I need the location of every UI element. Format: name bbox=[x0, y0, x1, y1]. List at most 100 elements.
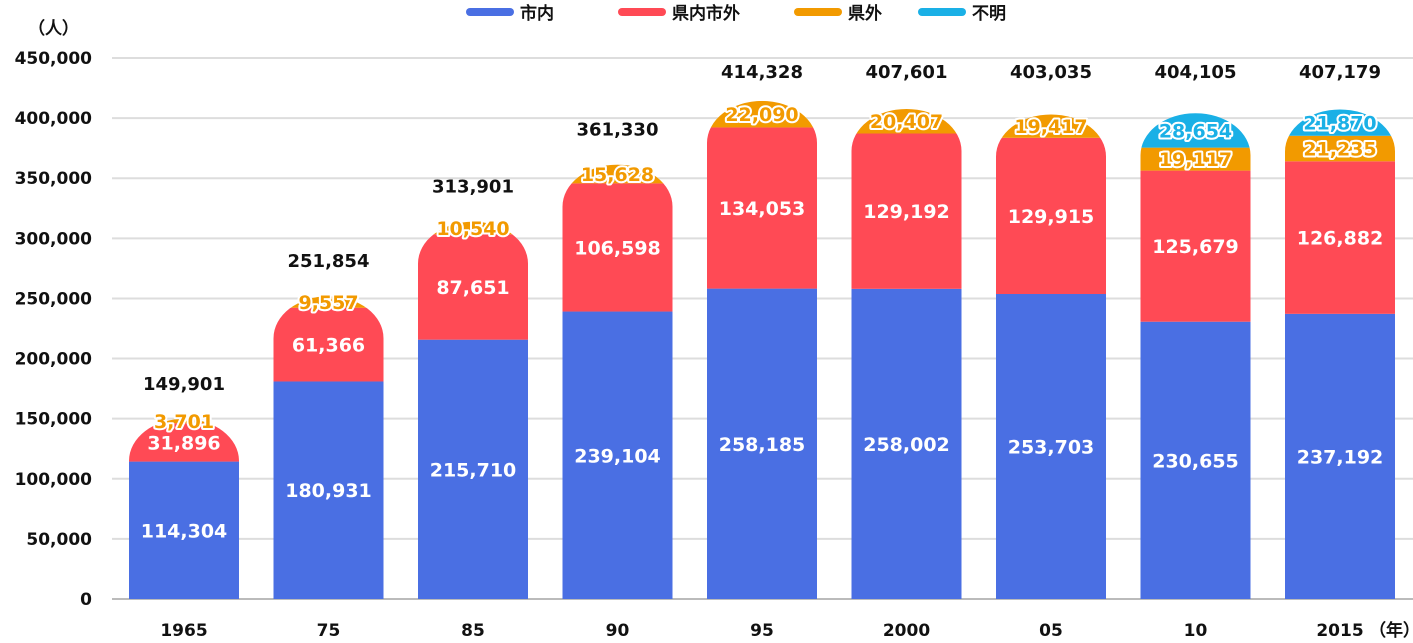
bar-segment bbox=[1140, 170, 1251, 322]
data-label: 61,366 bbox=[292, 335, 365, 357]
data-label: 15,628 bbox=[581, 164, 654, 186]
bar-segment bbox=[996, 114, 1106, 138]
data-label: 129,192 bbox=[863, 201, 950, 223]
x-axis-unit: （年） bbox=[1369, 620, 1413, 639]
bar-stack bbox=[1285, 109, 1395, 599]
bar-segment bbox=[1285, 161, 1395, 314]
x-tick-label: 75 bbox=[317, 621, 341, 639]
data-label: 126,882 bbox=[1297, 228, 1384, 250]
x-tick-label: 2015 bbox=[1316, 621, 1363, 639]
data-label: 9,557 bbox=[298, 292, 358, 314]
y-tick-label: 350,000 bbox=[15, 169, 93, 189]
data-label: 19,117 bbox=[1159, 149, 1232, 171]
bar-segment bbox=[562, 311, 673, 599]
bar-segment bbox=[418, 339, 528, 599]
bar-segment bbox=[273, 307, 384, 382]
bar-segment bbox=[418, 234, 528, 340]
bar-segment bbox=[129, 461, 239, 599]
x-tick-label: 1965 bbox=[160, 621, 207, 639]
data-label: 10,540 bbox=[436, 218, 509, 240]
x-tick-label: 90 bbox=[606, 621, 630, 639]
total-label: 313,901 bbox=[432, 177, 514, 198]
data-label: 87,651 bbox=[436, 277, 509, 299]
total-label: 414,328 bbox=[721, 62, 803, 83]
bar-segment bbox=[707, 288, 817, 599]
data-label: 258,185 bbox=[719, 434, 806, 456]
legend-label: 県内市外 bbox=[672, 3, 740, 24]
bar-stack bbox=[1140, 113, 1251, 599]
total-label: 361,330 bbox=[577, 120, 659, 141]
data-label: 22,090 bbox=[725, 104, 798, 126]
legend: 市内 県内市外 県外 不明 bbox=[466, 3, 1006, 24]
x-tick-label: 95 bbox=[750, 621, 774, 639]
bar-stack bbox=[129, 418, 239, 599]
legend-label: 市内 bbox=[520, 3, 554, 24]
x-axis: 1965 75 85 90 95 2000 05 10 2015 bbox=[160, 621, 1363, 641]
x-tick-label: 2000 bbox=[883, 621, 930, 639]
y-tick-label: 300,000 bbox=[15, 229, 93, 249]
data-label: 180,931 bbox=[285, 480, 372, 502]
bar-segment bbox=[129, 418, 239, 424]
bar-stack bbox=[562, 164, 673, 599]
y-tick-label: 50,000 bbox=[26, 530, 92, 550]
bar-segment bbox=[1285, 135, 1395, 162]
bar-segment bbox=[129, 423, 239, 462]
bar-segment bbox=[1285, 313, 1395, 599]
y-axis: 0 50,000 100,000 150,000 200,000 250,000 300,0… bbox=[15, 49, 93, 610]
data-label: 21,235 bbox=[1303, 139, 1376, 161]
y-tick-label: 100,000 bbox=[15, 470, 93, 490]
data-label: 28,654 bbox=[1159, 120, 1232, 142]
data-label: 215,710 bbox=[430, 459, 517, 481]
data-label: 237,192 bbox=[1297, 446, 1384, 468]
x-tick-label: 10 bbox=[1184, 621, 1208, 639]
y-tick-label: 150,000 bbox=[15, 410, 93, 430]
total-label: 251,854 bbox=[288, 251, 370, 272]
bar-segment bbox=[996, 293, 1106, 599]
data-label: 239,104 bbox=[574, 445, 661, 467]
data-label: 125,679 bbox=[1152, 236, 1239, 258]
legend-label: 県外 bbox=[848, 3, 882, 24]
total-label: 149,901 bbox=[143, 374, 225, 395]
bar-segment bbox=[1140, 147, 1251, 171]
y-tick-label: 200,000 bbox=[15, 350, 93, 370]
data-label: 230,655 bbox=[1152, 450, 1239, 472]
total-label: 407,179 bbox=[1299, 62, 1381, 83]
bar-segment bbox=[707, 127, 817, 289]
x-tick-label: 05 bbox=[1039, 621, 1063, 639]
bar-segment bbox=[996, 137, 1106, 294]
data-label: 21,870 bbox=[1303, 113, 1376, 135]
bar-segment bbox=[562, 183, 673, 312]
total-label: 404,105 bbox=[1155, 62, 1237, 83]
data-label: 20,407 bbox=[870, 111, 943, 133]
data-label: 258,002 bbox=[863, 434, 950, 456]
data-label: 31,896 bbox=[147, 432, 220, 454]
y-tick-label: 0 bbox=[80, 590, 92, 610]
bar-stack bbox=[707, 100, 817, 599]
bar-stack bbox=[418, 221, 528, 599]
data-label: 129,915 bbox=[1008, 206, 1095, 228]
bar-stack bbox=[996, 114, 1106, 599]
data-label: 253,703 bbox=[1008, 436, 1095, 458]
data-label: 106,598 bbox=[574, 237, 661, 259]
data-label: 19,417 bbox=[1014, 116, 1087, 138]
bar-stack bbox=[273, 296, 384, 599]
legend-label: 不明 bbox=[972, 4, 1006, 24]
bar-segment bbox=[1140, 321, 1251, 599]
total-label: 407,601 bbox=[866, 62, 948, 83]
bar-segment bbox=[851, 133, 962, 289]
x-tick-label: 85 bbox=[461, 621, 485, 639]
data-label: 134,053 bbox=[719, 198, 806, 220]
bar-segment bbox=[273, 296, 384, 308]
y-tick-label: 450,000 bbox=[15, 49, 93, 69]
bar-segment bbox=[273, 381, 384, 599]
y-tick-label: 250,000 bbox=[15, 289, 93, 309]
y-axis-unit: （人） bbox=[28, 18, 79, 39]
y-tick-label: 400,000 bbox=[15, 109, 93, 129]
data-label: 114,304 bbox=[141, 520, 228, 542]
bar-segment bbox=[851, 288, 962, 599]
bar-stack bbox=[851, 108, 962, 599]
data-label: 3,701 bbox=[154, 411, 214, 433]
total-label: 403,035 bbox=[1010, 62, 1092, 83]
